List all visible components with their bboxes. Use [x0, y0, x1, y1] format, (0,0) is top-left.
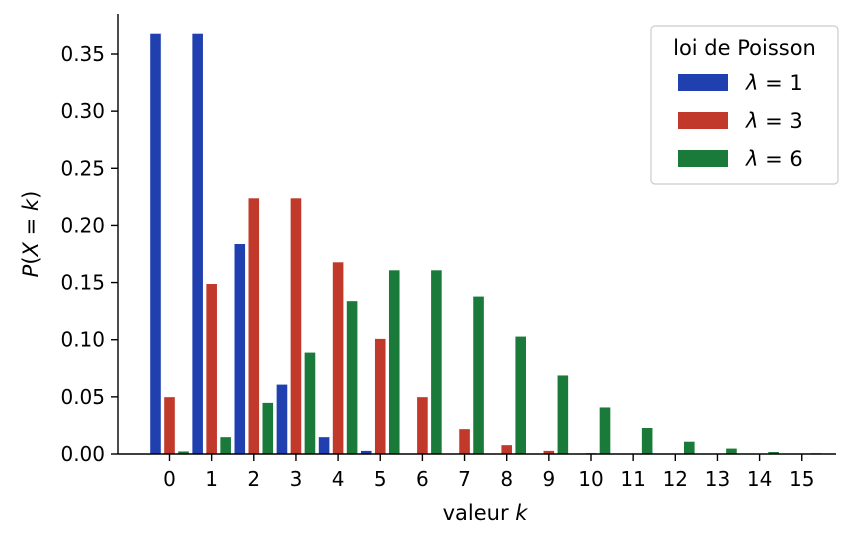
x-tick-label: 1 — [205, 467, 218, 491]
x-tick-label: 0 — [163, 467, 176, 491]
bar-series2-k7 — [472, 295, 485, 455]
x-axis-label: valeur k — [443, 501, 529, 525]
x-tick-label: 13 — [705, 467, 730, 491]
legend-title: loi de Poisson — [673, 36, 816, 60]
bar-series0-k2 — [233, 243, 246, 455]
x-tick-label: 14 — [747, 467, 772, 491]
x-tick-label: 5 — [374, 467, 387, 491]
bar-series1-k3 — [290, 197, 302, 455]
bar-series2-k11 — [641, 427, 654, 455]
legend-swatch-series1 — [678, 112, 728, 129]
bar-series2-k9 — [556, 374, 569, 455]
x-tick-label: 8 — [500, 467, 513, 491]
x-tick-label: 6 — [416, 467, 429, 491]
y-tick-label: 0.10 — [60, 328, 105, 352]
bar-series2-k13 — [725, 447, 738, 455]
bar-series2-k6 — [430, 269, 443, 455]
x-tick-label: 7 — [458, 467, 471, 491]
y-tick-label: 0.15 — [60, 271, 105, 295]
bar-series0-k3 — [276, 383, 288, 455]
axes-layer: 0.000.050.100.150.200.250.300.350 1 2 3 4 5 6 7… — [19, 14, 836, 525]
x-tick-label: 9 — [542, 467, 555, 491]
y-tick-label: 0.05 — [60, 385, 105, 409]
y-tick-label: 0.00 — [60, 442, 105, 466]
legend: loi de Poisson λ = 1 λ = 3 λ = 6 — [650, 25, 839, 185]
legend-label-series1: λ = 3 — [745, 109, 803, 133]
bar-series0-k4 — [318, 436, 330, 455]
bar-series2-k5 — [388, 269, 401, 455]
bars-layer — [149, 33, 822, 455]
x-tick-label: 2 — [247, 467, 260, 491]
bar-series2-k4 — [346, 300, 358, 455]
bar-series1-k7 — [458, 428, 471, 455]
bar-series0-k1 — [191, 33, 204, 455]
bar-series1-k2 — [247, 197, 260, 455]
x-tick-label: 11 — [620, 467, 645, 491]
y-axis-label: P(X = k) — [19, 191, 43, 278]
legend-frame — [650, 25, 839, 185]
y-tick-label: 0.30 — [60, 99, 105, 123]
y-tick-label: 0.20 — [60, 213, 105, 237]
legend-swatch-series0 — [678, 74, 728, 91]
y-tick-label: 0.35 — [60, 42, 105, 66]
bar-series2-k3 — [304, 351, 316, 455]
bar-series2-k10 — [599, 406, 611, 455]
bar-series2-k12 — [683, 441, 696, 455]
bar-series2-k1 — [219, 436, 232, 455]
legend-swatch-series2 — [678, 150, 728, 167]
y-tick-label: 0.25 — [60, 156, 105, 180]
legend-label-series2: λ = 6 — [745, 147, 803, 171]
bar-series1-k4 — [332, 261, 344, 455]
x-tick-label: 10 — [578, 467, 603, 491]
bar-series1-k1 — [205, 283, 218, 455]
bar-series1-k0 — [163, 396, 176, 455]
x-tick-label: 3 — [290, 467, 303, 491]
legend-label-series0: λ = 1 — [745, 71, 803, 95]
x-tick-label: 12 — [663, 467, 688, 491]
bar-series1-k5 — [374, 338, 387, 455]
bar-series0-k0 — [149, 33, 162, 455]
bar-series1-k8 — [500, 444, 513, 455]
x-tick-label: 15 — [789, 467, 814, 491]
x-tick-label: 4 — [332, 467, 345, 491]
bar-series2-k2 — [261, 402, 274, 455]
bar-series1-k6 — [416, 396, 429, 455]
bar-series2-k8 — [514, 335, 527, 455]
